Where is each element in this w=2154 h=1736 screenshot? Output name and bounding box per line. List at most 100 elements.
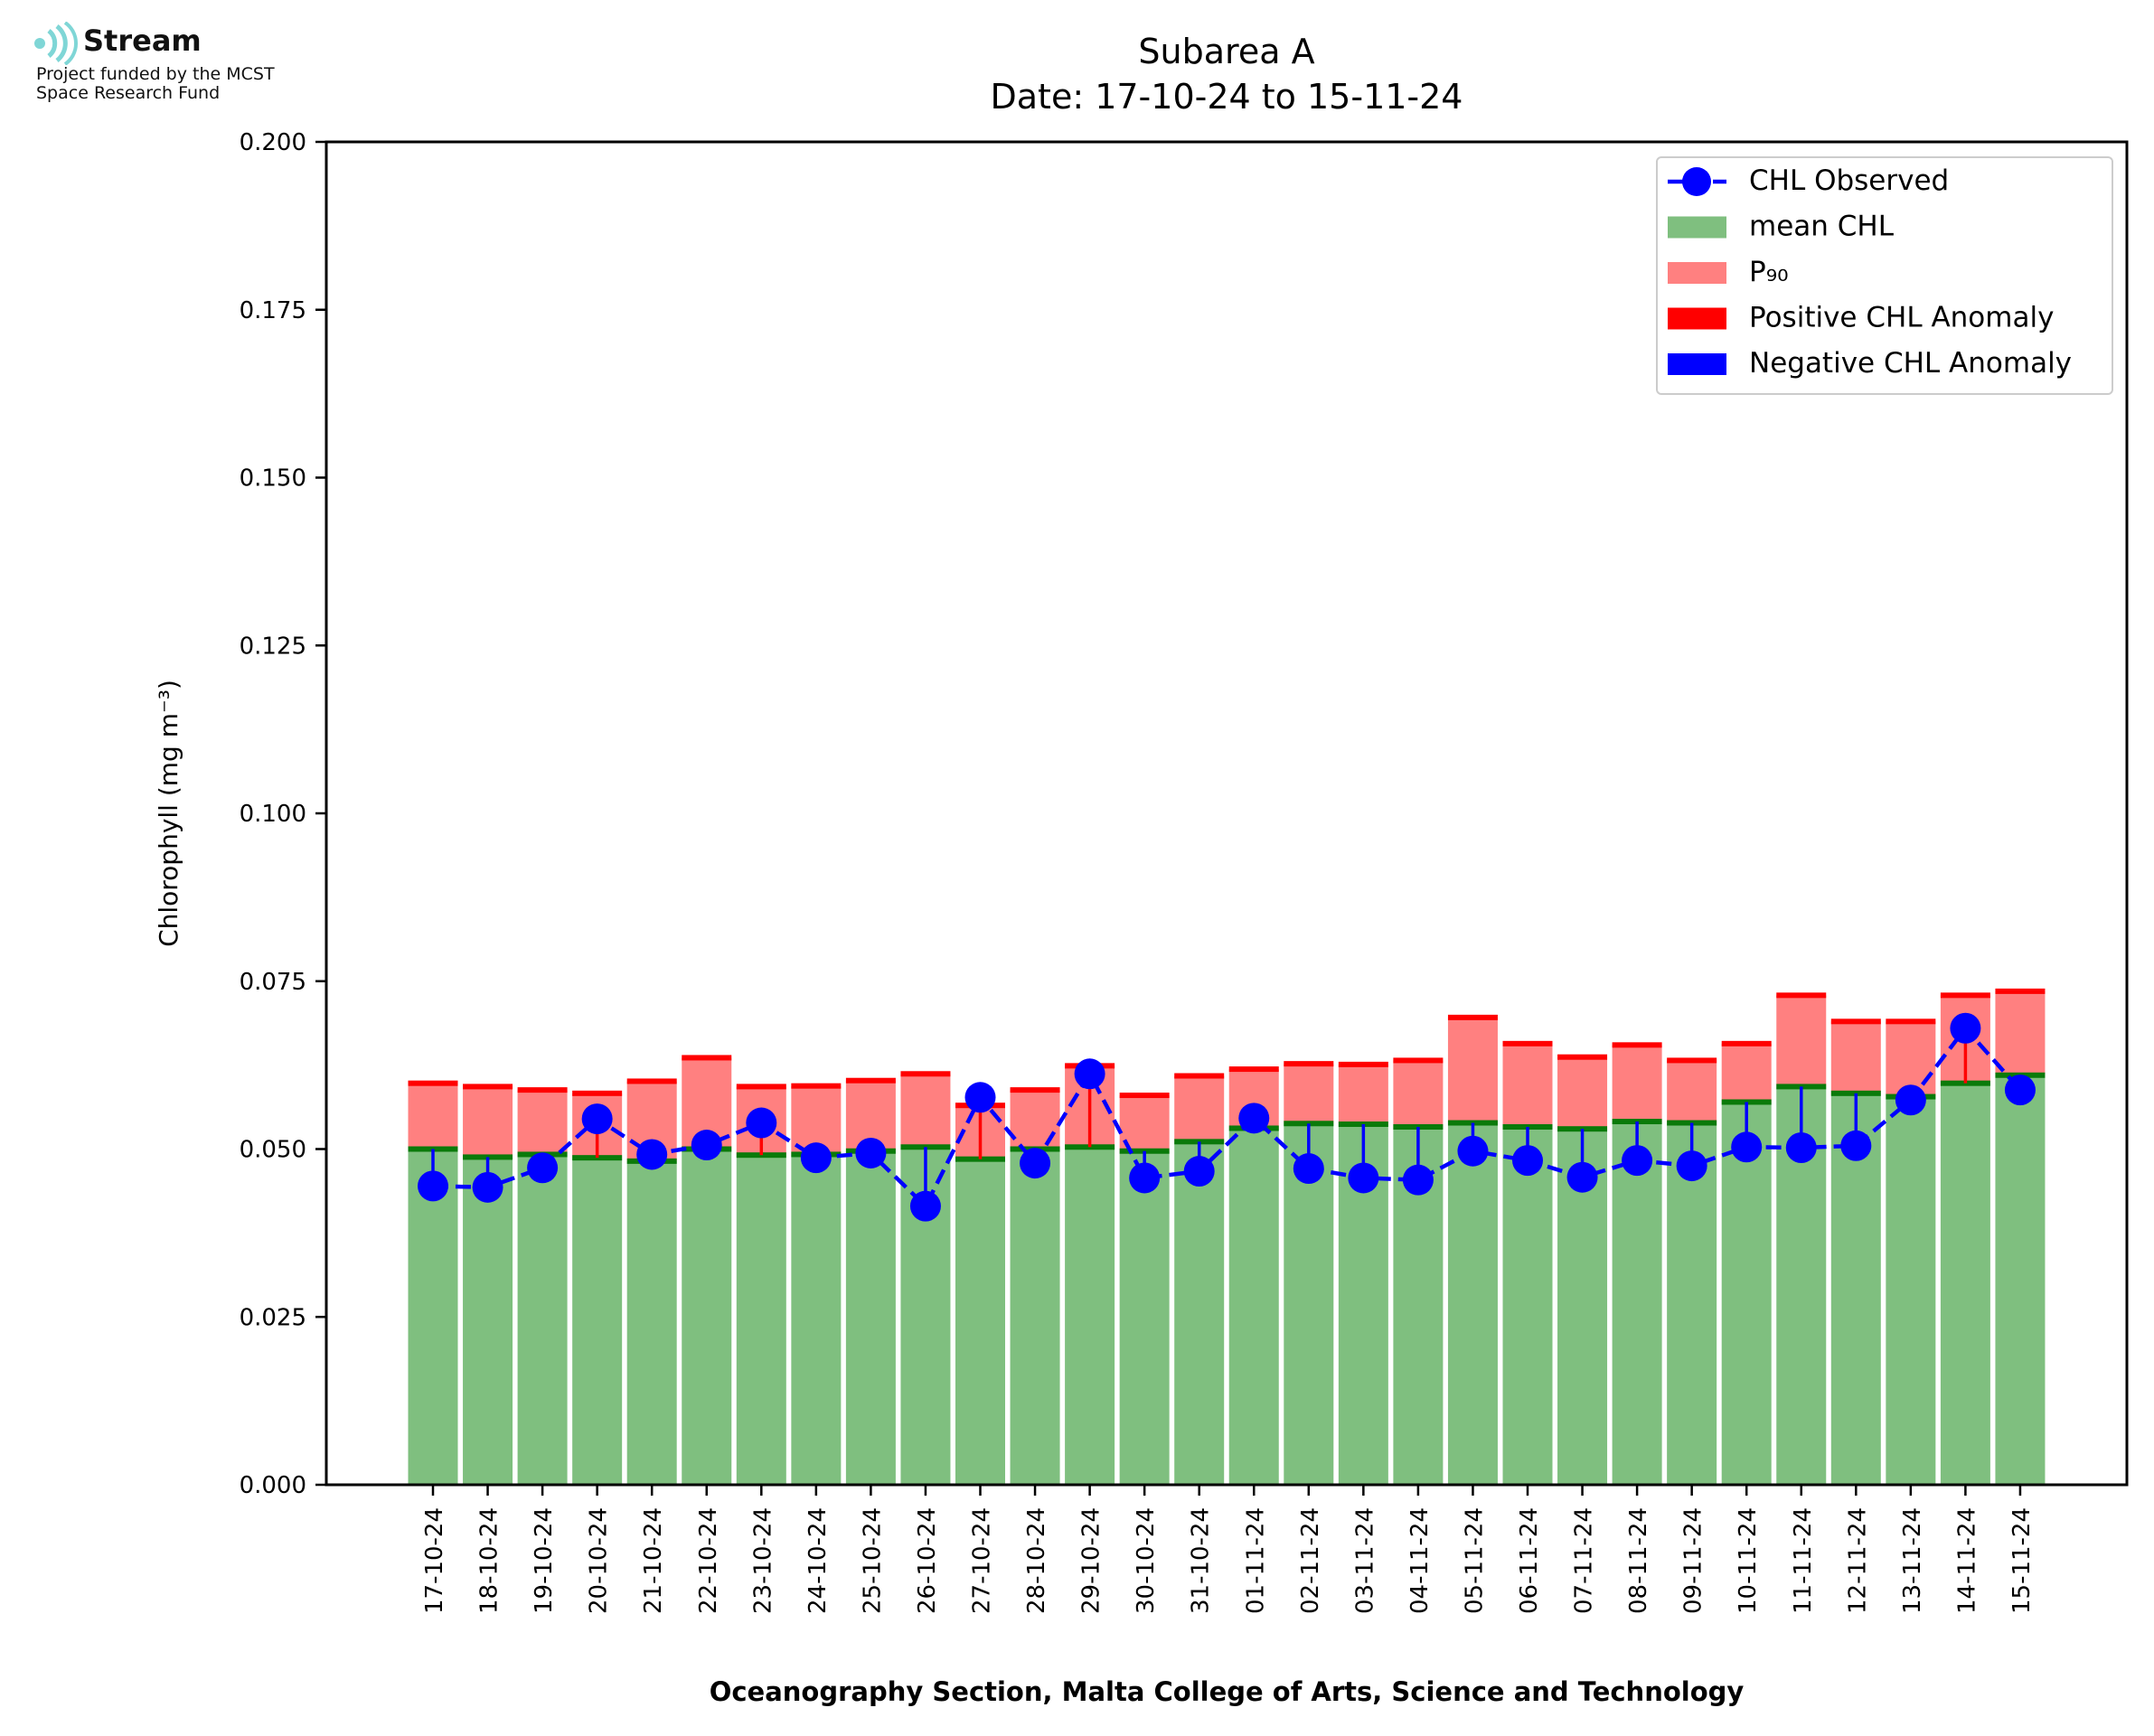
x-axis: 17-10-24 18-10-24 19-10-24 20-10-24 21-10-24… <box>421 1485 2036 1614</box>
y-tick-label: 0.175 <box>240 297 306 324</box>
p90-bar <box>1338 1064 1388 1125</box>
x-tick-label: 12-11-24 <box>1844 1507 1871 1614</box>
legend-swatch <box>1668 262 1726 284</box>
p90-cap <box>1995 988 2046 994</box>
p90-bar <box>1721 1043 1772 1103</box>
p90-cap <box>845 1077 896 1084</box>
chl-observed-point <box>581 1103 613 1135</box>
legend: CHL Observed mean CHL P₉₀ Positive CHL Anom… <box>1656 156 2113 395</box>
p90-cap <box>1557 1054 1608 1060</box>
chl-observed-point <box>1348 1162 1379 1194</box>
mean-chl-bar <box>682 1149 732 1485</box>
x-tick-label: 13-11-24 <box>1899 1507 1926 1614</box>
mean-chl-bar <box>1228 1128 1279 1485</box>
x-tick-label: 05-11-24 <box>1461 1507 1488 1614</box>
observed-line-layer <box>418 1012 2036 1222</box>
chart-subtitle: Date: 17-10-24 to 15-11-24 <box>991 77 1463 117</box>
x-tick-label: 09-11-24 <box>1680 1507 1707 1614</box>
p90-bar <box>1776 995 1827 1087</box>
chart-title: Subarea A <box>1138 32 1314 71</box>
y-tick-label: 0.000 <box>240 1472 306 1499</box>
x-tick-label: 26-10-24 <box>914 1507 941 1614</box>
mean-chl-bar <box>1502 1126 1553 1485</box>
chl-observed-point <box>964 1082 996 1113</box>
bars-layer <box>408 988 2046 1485</box>
chl-observed-point <box>746 1107 777 1139</box>
p90-cap <box>1721 1040 1772 1046</box>
stream-waves-icon <box>34 22 78 65</box>
p90-bar <box>900 1074 951 1148</box>
chl-observed-point <box>1566 1161 1598 1193</box>
mean-chl-bar <box>1667 1122 1717 1485</box>
chl-observed-point <box>418 1170 448 1202</box>
x-tick-label: 20-10-24 <box>586 1507 613 1614</box>
y-tick-label: 0.125 <box>240 633 306 660</box>
chl-observed-point <box>1731 1131 1763 1163</box>
y-tick-label: 0.150 <box>240 465 306 493</box>
legend-item-chl-observed: CHL Observed <box>1749 164 1949 197</box>
chl-observed-point <box>1622 1145 1653 1177</box>
mean-chl-bar <box>463 1157 513 1485</box>
p90-cap <box>517 1087 568 1093</box>
p90-bar <box>1119 1095 1170 1151</box>
p90-cap <box>1940 992 1990 999</box>
y-axis: 0.000 0.025 0.050 0.075 0.100 0.125 0.150 0.175… <box>240 129 326 1499</box>
p90-bar <box>1612 1045 1662 1122</box>
mean-chl-bar <box>1886 1096 1936 1485</box>
funding-note-line2: Space Research Fund <box>36 83 221 103</box>
x-tick-label: 23-10-24 <box>749 1507 776 1614</box>
x-tick-label: 02-11-24 <box>1297 1507 1324 1614</box>
mean-chl-bar <box>736 1155 786 1485</box>
chl-observed-point <box>1676 1150 1707 1182</box>
mean-chl-bar <box>1119 1150 1170 1485</box>
x-tick-label: 27-10-24 <box>969 1507 996 1614</box>
x-tick-label: 04-11-24 <box>1406 1507 1434 1614</box>
p90-cap <box>572 1090 623 1096</box>
chl-observed-point <box>1129 1162 1161 1194</box>
mean-chl-bar <box>1065 1147 1115 1485</box>
x-tick-label: 10-11-24 <box>1735 1507 1762 1614</box>
x-tick-label: 19-10-24 <box>531 1507 558 1614</box>
p90-cap <box>1830 1018 1881 1025</box>
x-tick-label: 31-10-24 <box>1188 1507 1215 1614</box>
x-tick-label: 03-11-24 <box>1351 1507 1378 1614</box>
chl-observed-point <box>472 1171 503 1203</box>
p90-bar <box>1557 1056 1608 1130</box>
p90-bar <box>1830 1021 1881 1093</box>
chl-observed-point <box>1512 1145 1543 1177</box>
p90-bar <box>1667 1060 1717 1123</box>
legend-swatch <box>1668 307 1726 330</box>
p90-bar <box>1502 1043 1553 1127</box>
mean-chl-bar <box>1995 1074 2046 1485</box>
mean-chl-bar <box>1174 1141 1225 1485</box>
chl-observed-point <box>1293 1153 1324 1185</box>
chl-observed-point <box>855 1137 887 1168</box>
chl-observed-point <box>1840 1130 1872 1161</box>
p90-cap <box>1228 1066 1279 1073</box>
mean-chl-bar <box>408 1149 458 1485</box>
chl-observed-point <box>1402 1164 1434 1196</box>
p90-bar <box>1174 1075 1225 1142</box>
p90-bar <box>408 1083 458 1150</box>
p90-cap <box>1447 1014 1498 1020</box>
p90-cap <box>1119 1093 1170 1099</box>
x-tick-label: 28-10-24 <box>1023 1507 1050 1614</box>
chl-observed-point <box>1020 1148 1051 1179</box>
funding-note-line1: Project funded by the MCST <box>36 64 275 84</box>
p90-cap <box>900 1071 951 1077</box>
chl-observed-point <box>1785 1132 1817 1164</box>
p90-cap <box>463 1084 513 1090</box>
chl-observed-point <box>1183 1156 1215 1187</box>
legend-item-mean-chl: mean CHL <box>1749 211 1895 243</box>
p90-bar <box>1886 1021 1936 1097</box>
x-tick-label: 18-10-24 <box>476 1507 503 1614</box>
x-axis-label: Oceanography Section, Malta College of A… <box>710 1676 1745 1707</box>
p90-cap <box>1502 1040 1553 1046</box>
brand-name: Stream <box>83 23 202 58</box>
p90-cap <box>1886 1018 1936 1025</box>
mean-chl-bar <box>955 1159 1005 1485</box>
p90-cap <box>682 1055 732 1061</box>
p90-bar <box>1284 1064 1334 1124</box>
legend-swatch <box>1668 216 1726 239</box>
